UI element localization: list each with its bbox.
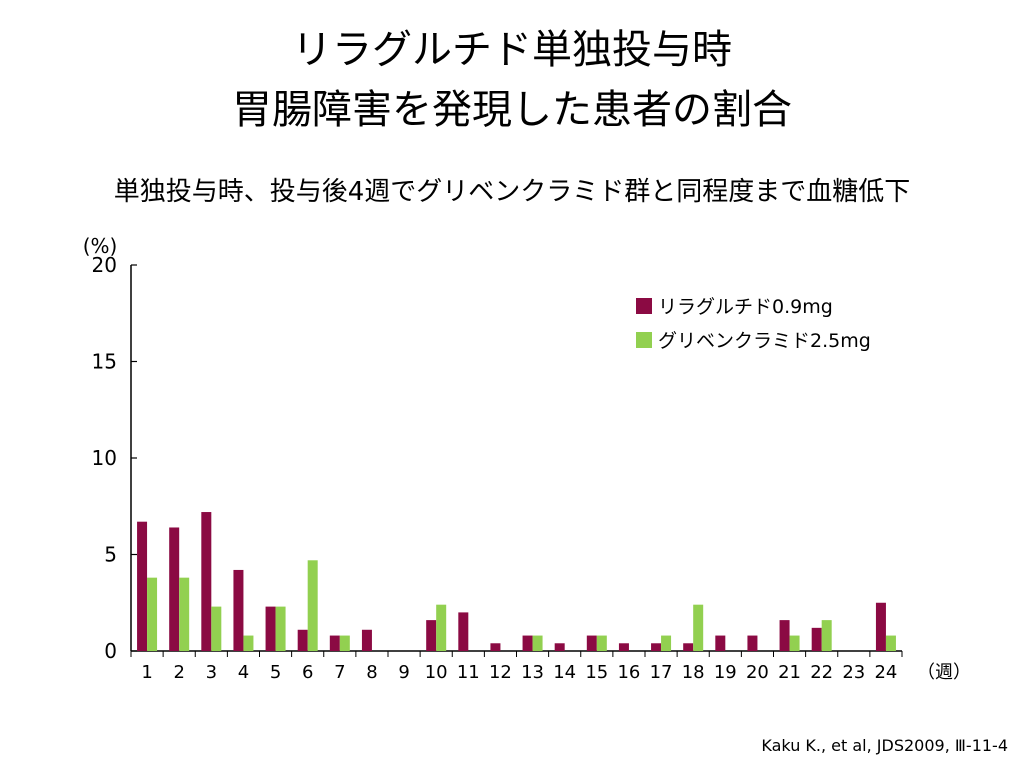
bar-glibenclamide (789, 635, 800, 651)
x-tick-label: 5 (270, 662, 281, 683)
bar-liraglutide (811, 627, 822, 651)
bar-glibenclamide (436, 604, 447, 651)
title-line-2: 胃腸障害を発現した患者の割合 (232, 87, 792, 133)
x-tick-label: 10 (425, 662, 448, 683)
title-line-1: リラグルチド単独投与時 (292, 27, 732, 73)
y-tick-label: 0 (104, 639, 117, 663)
bar-liraglutide (618, 643, 629, 651)
bar-liraglutide (265, 606, 276, 651)
x-tick-label: 12 (489, 662, 512, 683)
x-tick-label: 2 (173, 662, 184, 683)
bar-glibenclamide (339, 635, 350, 651)
subtitle: 単独投与時、投与後4週でグリベンクラミド群と同程度まで血糖低下 (113, 177, 911, 207)
bar-liraglutide (137, 521, 148, 651)
citation: Kaku K., et al, JDS2009, Ⅲ-11-4 (761, 736, 1008, 755)
x-tick-label: 16 (617, 662, 640, 683)
bar-liraglutide (329, 635, 340, 651)
y-axis-label: (%) (83, 234, 118, 258)
bar-glibenclamide (211, 606, 222, 651)
bar-liraglutide (554, 643, 565, 651)
x-tick-label: 20 (746, 662, 769, 683)
bar-liraglutide (458, 612, 469, 651)
x-tick-label: 6 (302, 662, 313, 683)
bar-glibenclamide (596, 635, 607, 651)
y-tick-label: 20 (92, 253, 117, 277)
x-tick-label: 21 (778, 662, 801, 683)
bar-liraglutide (683, 643, 694, 651)
x-tick-label: 14 (553, 662, 576, 683)
x-tick-label: 24 (874, 662, 897, 683)
legend-label: グリベンクラミド2.5mg (658, 330, 871, 352)
bar-liraglutide (779, 620, 790, 651)
x-tick-label: 23 (842, 662, 865, 683)
bar-liraglutide (201, 512, 212, 651)
bar-liraglutide (715, 635, 726, 651)
bar-liraglutide (233, 569, 244, 651)
x-tick-label: 18 (682, 662, 705, 683)
y-tick-label: 10 (92, 446, 117, 470)
x-tick-label: 8 (366, 662, 377, 683)
x-tick-label: 3 (206, 662, 217, 683)
y-tick-label: 5 (104, 543, 117, 567)
bar-glibenclamide (307, 560, 318, 651)
legend-swatch (636, 332, 652, 348)
x-tick-label: 4 (238, 662, 249, 683)
bar-glibenclamide (821, 620, 832, 651)
bar-glibenclamide (885, 635, 896, 651)
x-tick-label: 17 (650, 662, 673, 683)
bar-glibenclamide (275, 606, 286, 651)
x-tick-label: 9 (398, 662, 409, 683)
legend-label: リラグルチド0.9mg (658, 296, 833, 318)
bar-liraglutide (490, 643, 501, 651)
bar-liraglutide (747, 635, 758, 651)
x-tick-label: 11 (457, 662, 480, 683)
bar-liraglutide (297, 629, 308, 651)
x-tick-label: 13 (521, 662, 544, 683)
bar-liraglutide (361, 629, 372, 651)
x-axis-label: （週） (917, 662, 971, 683)
bar-liraglutide (426, 620, 437, 651)
legend-swatch (636, 298, 652, 314)
bar-liraglutide (651, 643, 662, 651)
bar-glibenclamide (147, 577, 158, 651)
x-tick-label: 7 (334, 662, 345, 683)
bar-liraglutide (875, 602, 886, 651)
bar-glibenclamide (661, 635, 672, 651)
bar-glibenclamide (532, 635, 543, 651)
bar-liraglutide (586, 635, 597, 651)
y-tick-label: 15 (92, 350, 117, 374)
bar-glibenclamide (243, 635, 254, 651)
bar-liraglutide (522, 635, 533, 651)
bar-glibenclamide (693, 604, 704, 651)
x-tick-label: 19 (714, 662, 737, 683)
bar-liraglutide (169, 527, 180, 651)
x-tick-label: 22 (810, 662, 833, 683)
bar-glibenclamide (179, 577, 190, 651)
x-tick-label: 15 (585, 662, 608, 683)
x-tick-label: 1 (141, 662, 152, 683)
